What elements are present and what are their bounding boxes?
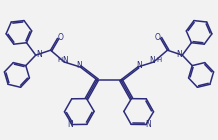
Text: O: O bbox=[155, 33, 160, 42]
Text: N: N bbox=[150, 56, 155, 65]
Text: N: N bbox=[36, 50, 42, 59]
Text: N: N bbox=[77, 60, 82, 70]
Text: O: O bbox=[58, 33, 63, 42]
Text: N: N bbox=[63, 56, 68, 65]
Text: N: N bbox=[145, 120, 151, 129]
Text: N: N bbox=[136, 60, 141, 70]
Text: H: H bbox=[156, 57, 161, 63]
Text: N: N bbox=[67, 120, 73, 129]
Text: N: N bbox=[176, 50, 182, 59]
Text: H: H bbox=[58, 57, 63, 63]
